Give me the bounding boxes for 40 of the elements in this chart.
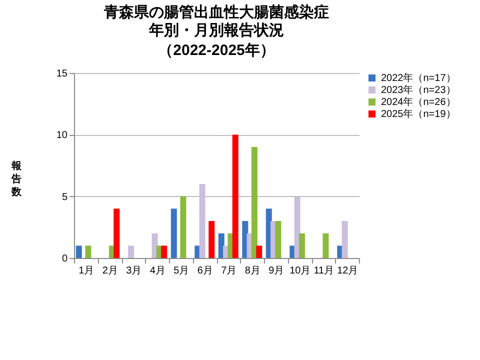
y-tick-label: 15 [56, 68, 68, 80]
x-tick-label: 11月 [314, 266, 334, 276]
x-tick-label: 9月 [268, 266, 284, 276]
x-tick-label: 10月 [290, 266, 311, 276]
legend-label: 2022年（n=17） [381, 72, 456, 84]
bar [275, 221, 282, 258]
y-axis-title: 報告数 [10, 160, 22, 198]
x-tick-label: 8月 [244, 266, 260, 276]
x-tick-label: 4月 [150, 266, 166, 276]
bar [114, 208, 120, 258]
legend-label: 2025年（n=19） [381, 108, 456, 120]
bar [298, 233, 305, 258]
y-tick-label: 0 [62, 254, 68, 264]
bar [294, 196, 300, 258]
bar [76, 246, 82, 258]
bar [232, 134, 238, 258]
x-tick-label: 1月 [78, 266, 94, 276]
bar [342, 221, 348, 258]
x-tick-label: 6月 [197, 266, 213, 276]
chart-subtitle: 年別・月別報告状況（2022-2025年） [148, 22, 284, 59]
bar [170, 208, 177, 258]
x-tick-label: 5月 [174, 266, 190, 276]
bar [180, 196, 186, 258]
chart-title: 青森県の腸管出血性大腸菌感染症 [103, 3, 329, 21]
bar [161, 246, 168, 258]
x-tick-label: 2月 [102, 266, 118, 276]
legend-label: 2024年（n=26） [381, 96, 456, 108]
x-tick-label: 7月 [221, 266, 237, 276]
y-tick-label: 5 [62, 192, 68, 203]
bar [251, 147, 258, 258]
y-tick-label: 10 [56, 130, 68, 142]
legend-label: 2023年（n=23） [381, 84, 456, 96]
bar [128, 246, 134, 258]
x-tick-label: 3月 [126, 266, 142, 276]
bar [208, 221, 215, 258]
bar [199, 184, 206, 258]
bar [85, 246, 92, 258]
bar [256, 246, 262, 258]
bar [322, 233, 329, 258]
x-tick-label: 12月 [337, 266, 358, 276]
